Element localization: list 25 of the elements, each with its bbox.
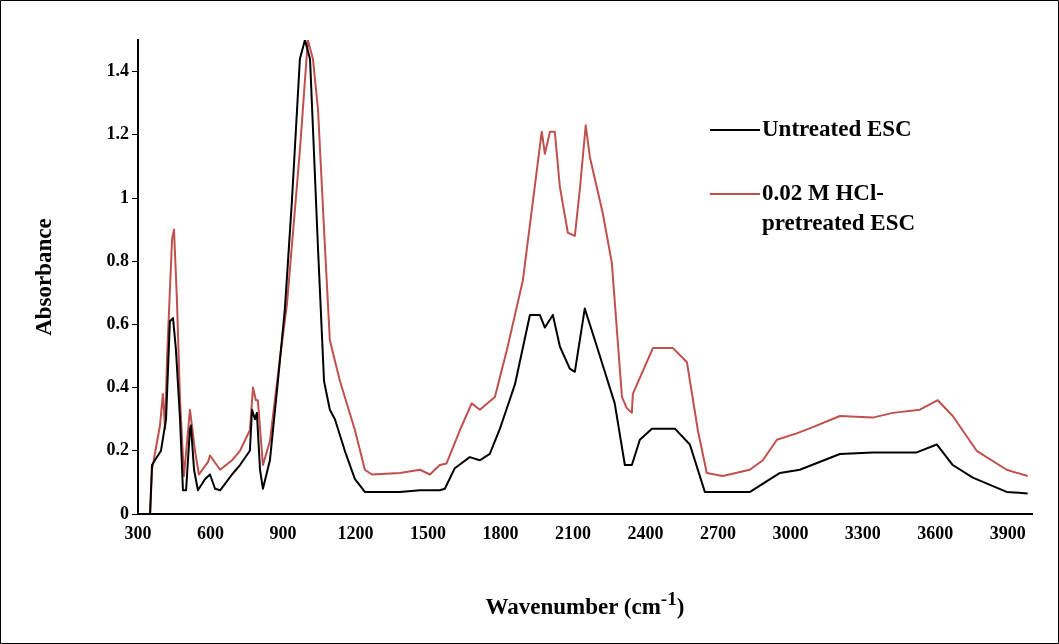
x-tick-label: 1500: [409, 523, 446, 544]
x-tick-label: 3900: [989, 523, 1026, 544]
y-tick-label: 1: [120, 186, 129, 207]
y-tick-label: 1.4: [106, 60, 129, 81]
y-tick-label: 1.2: [106, 123, 129, 144]
y-axis-title: Absorbance: [31, 218, 57, 336]
x-tick-label: 3300: [844, 523, 881, 544]
x-tick-label: 900: [269, 523, 297, 544]
x-tick-label: 600: [196, 523, 224, 544]
x-tick-label: 3600: [917, 523, 954, 544]
y-tick-label: 0: [120, 502, 129, 523]
x-tick-label: 2400: [627, 523, 664, 544]
x-tick-label: 1200: [337, 523, 374, 544]
x-tick-label: 2700: [699, 523, 736, 544]
x-axis-title: Wavenumber (cm$^{-1}$): [484, 588, 686, 620]
y-tick-label: 0.8: [106, 249, 129, 270]
legend-label: 0.02 M HCl-pretreated ESC: [762, 179, 916, 235]
x-tick-label: 1800: [482, 523, 519, 544]
x-tick-label: 3000: [772, 523, 809, 544]
x-tick-label: 2100: [554, 523, 591, 544]
x-tick-label: 300: [124, 523, 152, 544]
legend-label: Untreated ESC: [762, 115, 912, 141]
y-tick-label: 0.6: [106, 313, 129, 334]
y-tick-label: 0.2: [106, 439, 129, 460]
y-tick-label: 0.4: [106, 376, 129, 397]
